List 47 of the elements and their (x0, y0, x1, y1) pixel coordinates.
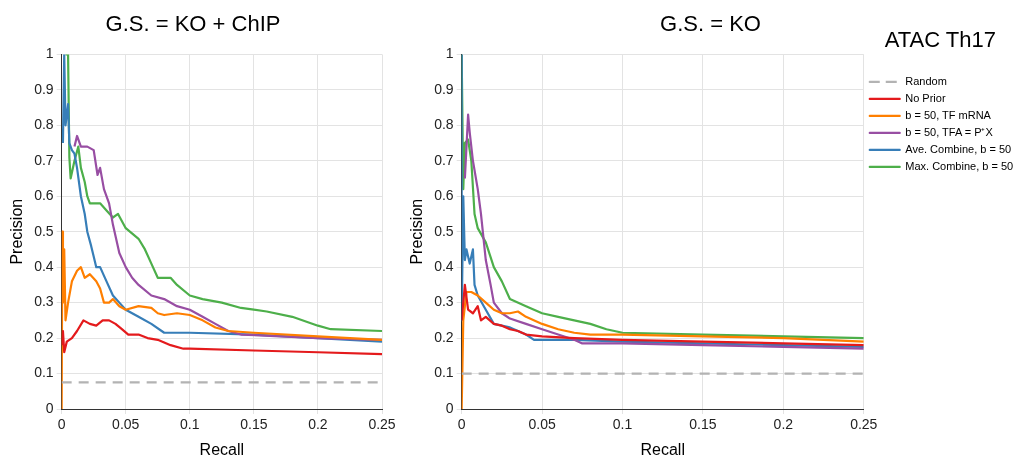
x-tick-label: 0.25 (850, 416, 878, 433)
y-tick-label: 0.6 (434, 187, 454, 204)
y-tick-label: 0 (445, 399, 454, 416)
x-tick-label: 0.15 (240, 416, 268, 433)
y-tick-label: 0.5 (34, 222, 54, 239)
legend-title: ATAC Th17 (884, 27, 997, 53)
chart-title: G.S. = KO + ChIP (105, 11, 281, 37)
legend-label: b = 50, TFA = P⁺X (905, 125, 994, 138)
y-axis-title: Precision (408, 198, 426, 265)
legend-label: b = 50, TF mRNA (905, 108, 992, 121)
y-tick-label: 0.4 (34, 258, 54, 275)
y-tick-label: 0.1 (34, 364, 54, 381)
x-tick-label: 0 (457, 416, 466, 433)
x-tick-label: 0.05 (528, 416, 556, 433)
y-tick-label: 0.7 (434, 151, 454, 168)
legend-label: Ave. Combine, b = 50 (905, 142, 1012, 155)
y-tick-label: 0.6 (34, 187, 54, 204)
y-tick-label: 0.9 (34, 80, 54, 97)
x-tick-label: 0.15 (689, 416, 717, 433)
y-tick-label: 0.4 (434, 258, 454, 275)
y-tick-label: 0.7 (34, 151, 54, 168)
x-tick-label: 0.2 (773, 416, 794, 433)
x-tick-label: 0.2 (308, 416, 328, 433)
x-tick-label: 0 (57, 416, 66, 433)
y-tick-label: 0.8 (434, 116, 454, 133)
y-tick-label: 1 (445, 45, 454, 62)
x-axis-title: Recall (640, 440, 685, 458)
x-tick-label: 0.05 (112, 416, 140, 433)
y-tick-label: 0.1 (434, 364, 454, 381)
y-tick-label: 0.8 (34, 116, 54, 133)
y-tick-label: 0.3 (434, 293, 454, 310)
y-tick-label: 0 (45, 399, 54, 416)
legend-label: No Prior (905, 91, 946, 104)
x-tick-label: 0.1 (612, 416, 633, 433)
y-tick-label: 0.5 (434, 222, 454, 239)
y-tick-label: 0.2 (434, 328, 454, 345)
y-tick-label: 0.3 (34, 293, 54, 310)
y-axis-title: Precision (8, 198, 26, 265)
y-tick-label: 0.2 (34, 328, 54, 345)
legend-label: Max. Combine, b = 50 (905, 159, 1014, 172)
x-tick-label: 0.1 (180, 416, 200, 433)
x-tick-label: 0.25 (368, 416, 396, 433)
x-axis-title: Recall (199, 440, 245, 458)
y-tick-label: 1 (45, 45, 54, 62)
chart-title: G.S. = KO (660, 11, 761, 37)
y-tick-label: 0.9 (434, 80, 454, 97)
legend-label: Random (905, 74, 947, 87)
